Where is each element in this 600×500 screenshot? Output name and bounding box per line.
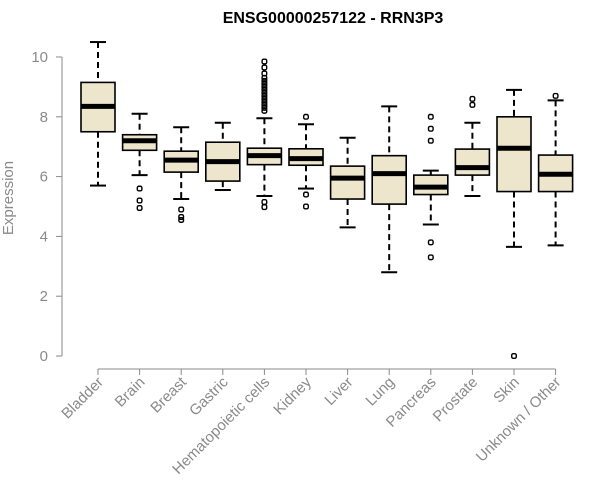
outlier-point <box>261 89 268 96</box>
x-tick-label: Brain <box>112 374 149 411</box>
box-iqr <box>496 116 532 193</box>
box-group <box>205 121 241 192</box>
outlier-point <box>261 101 268 108</box>
y-tick-label: 8 <box>40 109 48 126</box>
outlier-point <box>303 191 310 198</box>
outlier-point <box>261 86 268 93</box>
outlier-point <box>427 113 434 120</box>
outlier-point <box>136 185 143 192</box>
y-tick-label: 0 <box>40 348 48 365</box>
outlier-point <box>261 92 268 99</box>
y-tick-label: 10 <box>31 49 48 66</box>
outlier-point <box>303 203 310 210</box>
x-tick-label: Liver <box>321 374 356 409</box>
y-axis: 0 2 4 6 8 10 <box>31 49 63 365</box>
box-group <box>121 112 158 211</box>
box-group <box>246 58 283 211</box>
outlier-point <box>511 353 518 360</box>
x-tick-label: Breast <box>147 373 190 416</box>
y-tick-label: 4 <box>40 228 48 245</box>
outlier-point <box>261 83 268 90</box>
x-tick-label: Prostate <box>430 374 482 426</box>
outlier-point <box>261 64 268 71</box>
outlier-point <box>261 58 268 65</box>
box-group <box>329 136 366 229</box>
outlier-point <box>427 254 434 261</box>
outlier-point <box>261 104 268 111</box>
box-group <box>371 105 408 274</box>
outlier-point <box>261 74 268 81</box>
box-group <box>163 126 199 223</box>
outlier-point <box>469 101 476 108</box>
outlier-point <box>261 204 268 211</box>
outlier-point <box>136 197 143 204</box>
x-tick-label: Kidney <box>270 373 315 418</box>
box-group <box>454 95 491 198</box>
box-group <box>288 113 324 210</box>
outlier-point <box>427 125 434 132</box>
outlier-point <box>178 216 185 223</box>
box-group <box>412 113 449 261</box>
outlier-point <box>136 204 143 211</box>
outlier-point <box>469 95 476 102</box>
outlier-point <box>178 213 185 220</box>
box-group <box>80 41 116 187</box>
chart-title: ENSG00000257122 - RRN3P3 <box>223 10 444 27</box>
outlier-point <box>552 92 559 99</box>
box-group <box>537 92 574 247</box>
outlier-point <box>261 77 268 84</box>
box-group <box>496 88 532 360</box>
outlier-point <box>427 137 434 144</box>
plot-area <box>80 41 574 360</box>
outlier-point <box>261 95 268 102</box>
outlier-point <box>261 199 268 206</box>
y-tick-label: 6 <box>40 169 48 186</box>
outlier-point <box>261 107 268 114</box>
x-tick-label: Lung <box>362 374 398 410</box>
box-iqr <box>454 148 491 176</box>
outlier-point <box>427 239 434 246</box>
x-tick-label: Bladder <box>58 374 107 423</box>
x-tick-label: Skin <box>490 374 523 407</box>
outlier-point <box>261 80 268 87</box>
y-tick-label: 2 <box>40 288 48 305</box>
outlier-point <box>178 206 185 213</box>
box-iqr <box>329 165 366 200</box>
outlier-point <box>261 98 268 105</box>
outlier-point <box>303 113 310 120</box>
box-iqr <box>371 154 408 205</box>
y-axis-label: Expression <box>0 161 17 235</box>
